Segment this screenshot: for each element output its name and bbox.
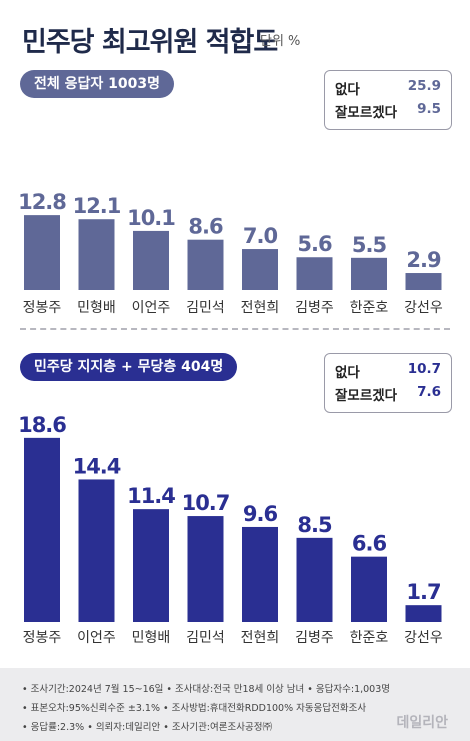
legend-row-none: 없다 10.7 (335, 361, 441, 383)
value-label: 10.7 (182, 491, 230, 515)
value-label: 18.6 (18, 413, 66, 437)
category-label: 강선우 (404, 630, 443, 646)
value-label: 12.1 (73, 194, 121, 218)
value-label: 14.4 (73, 454, 121, 478)
bar-2 (78, 479, 115, 622)
footer-line: • 응답률:2.3% • 의뢰자:데일리안 • 조사기관:여론조사공정㈜ (22, 722, 272, 733)
category-label: 민형배 (77, 300, 116, 316)
category-label: 정봉주 (23, 630, 62, 646)
category-label: 김병주 (295, 300, 334, 316)
bar-6 (296, 537, 333, 622)
value-label: 5.6 (297, 232, 332, 256)
panel-title-pill: 민주당 지지층 + 무당층 404명 (20, 353, 238, 381)
unit-label: 단위 % (260, 34, 301, 49)
value-label: 8.5 (297, 513, 332, 537)
value-label: 8.6 (188, 215, 223, 239)
bar-3 (133, 230, 169, 290)
category-label: 한준호 (350, 630, 389, 646)
bar-4 (187, 239, 224, 290)
category-label: 김민석 (186, 300, 225, 316)
value-label: 6.6 (352, 532, 387, 556)
legend-label: 잘모르겠다 (335, 105, 398, 121)
legend-value: 7.6 (417, 384, 441, 400)
panel-supporters: 18.6 정봉주 14.4 이언주 11.4 민형배 10.7 김민석 9.6 전현희 8.5 김병주… (0, 343, 470, 660)
legend-box: 없다 10.7 잘모르겠다 7.6 (324, 353, 452, 413)
legend-label: 없다 (335, 82, 360, 98)
bar-5 (242, 249, 278, 290)
legend-value: 25.9 (407, 78, 441, 94)
legend-row-dont-know: 잘모르겠다 9.5 (335, 101, 441, 123)
logo-text: 데일리안 (396, 715, 448, 731)
bar-8 (405, 605, 442, 622)
bar-5 (242, 526, 278, 622)
legend-row-none: 없다 25.9 (335, 78, 441, 100)
legend-label: 잘모르겠다 (335, 388, 398, 404)
panel-all-respondents: 12.8 정봉주 12.1 민형배 10.1 이언주 8.6 김민석 7.0 전현희 5.6 김병주 5… (0, 62, 470, 320)
bar-2 (78, 219, 115, 290)
legend-row-dont-know: 잘모르겠다 7.6 (335, 384, 441, 406)
survey-footer: • 조사기간:2024년 7월 15~16일 • 조사대상:전국 만18세 이상… (0, 668, 470, 741)
chart-title: 민주당 최고위원 적합도 (22, 27, 278, 58)
bar-4 (187, 516, 224, 622)
bar-6 (296, 257, 333, 290)
value-label: 12.8 (18, 190, 66, 214)
category-label: 한준호 (350, 300, 389, 316)
category-label: 강선우 (404, 300, 443, 316)
legend-value: 9.5 (417, 101, 441, 117)
legend-value: 10.7 (407, 361, 441, 377)
legend-label: 없다 (335, 365, 360, 381)
category-label: 이언주 (77, 630, 116, 646)
legend-box: 없다 25.9 잘모르겠다 9.5 (324, 70, 452, 130)
category-label: 김병주 (295, 630, 334, 646)
bar-7 (351, 556, 387, 622)
category-label: 김민석 (186, 630, 225, 646)
footer-line: • 표본오차:95%신뢰수준 ±3.1% • 조사방법:휴대전화RDD100% … (22, 703, 367, 714)
category-label: 민형배 (132, 630, 171, 646)
value-label: 2.9 (406, 248, 441, 272)
value-label: 11.4 (127, 484, 175, 508)
category-label: 정봉주 (23, 300, 62, 316)
section-divider (20, 328, 450, 330)
value-label: 9.6 (243, 502, 278, 526)
bar-3 (133, 509, 169, 622)
bar-1 (24, 437, 60, 622)
bar-1 (24, 215, 60, 290)
bar-chart-supporters: 18.6 정봉주 14.4 이언주 11.4 민형배 10.7 김민석 9.6 전현희 8.5 김병주… (18, 413, 443, 646)
category-label: 전현희 (241, 630, 280, 646)
value-label: 10.1 (127, 206, 175, 230)
bar-7 (351, 257, 387, 290)
value-label: 5.5 (352, 233, 387, 257)
bar-chart-all: 12.8 정봉주 12.1 민형배 10.1 이언주 8.6 김민석 7.0 전현희 5.6 김병주 5… (18, 190, 443, 316)
panel-title-pill: 전체 응답자 1003명 (20, 70, 174, 98)
footer-line: • 조사기간:2024년 7월 15~16일 • 조사대상:전국 만18세 이상… (22, 684, 391, 695)
value-label: 1.7 (406, 580, 440, 604)
bar-8 (405, 273, 442, 290)
category-label: 이언주 (132, 300, 171, 316)
value-label: 7.0 (243, 224, 278, 248)
category-label: 전현희 (241, 300, 280, 316)
